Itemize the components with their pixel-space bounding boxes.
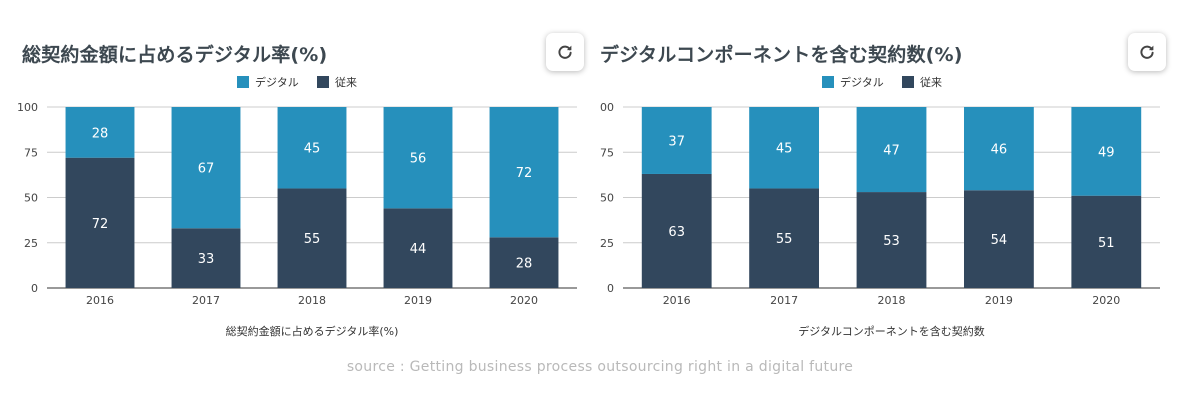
legend-label: 従来 xyxy=(920,76,942,89)
data-label: 55 xyxy=(776,232,793,247)
x-tick-label: 2016 xyxy=(86,294,114,307)
legend-swatch xyxy=(317,76,329,88)
bar-segment xyxy=(749,107,820,189)
bar-segment xyxy=(65,157,135,288)
bar-segment xyxy=(641,173,712,288)
x-axis-title: 総契約金額に占めるデジタル率(%) xyxy=(226,324,399,338)
bar-segment xyxy=(489,237,559,288)
refresh-icon xyxy=(558,45,572,59)
bar-segment xyxy=(749,188,820,288)
data-label: 63 xyxy=(668,225,685,240)
refresh-button[interactable] xyxy=(546,33,584,71)
x-tick-label: 2019 xyxy=(985,294,1013,307)
y-tick-label: 25 xyxy=(24,237,38,250)
y-tick-label: 75 xyxy=(600,146,614,159)
x-tick-label: 2020 xyxy=(1092,294,1120,307)
data-label: 67 xyxy=(198,162,215,177)
bar-segment xyxy=(1071,107,1142,196)
chart-title: 総契約金額に占めるデジタル率(%) xyxy=(22,44,328,66)
x-tick-label: 2018 xyxy=(298,294,326,307)
y-tick-label: 50 xyxy=(24,192,38,205)
x-tick-label: 2020 xyxy=(510,294,538,307)
legend-swatch xyxy=(237,76,249,88)
bar-segment xyxy=(383,107,453,209)
bar-segment xyxy=(277,188,347,288)
bar-segment xyxy=(277,107,347,189)
source-caption: source : Getting business process outsou… xyxy=(346,359,854,375)
bar-segment xyxy=(856,107,927,193)
legend-label: デジタル xyxy=(255,75,299,89)
data-label: 54 xyxy=(991,233,1008,248)
legend-label: 従来 xyxy=(335,76,357,89)
data-label: 33 xyxy=(198,252,215,267)
stacked-bar-chart: デジタル 従来 0 25 50 75 100 63 37 2016 55 45 2017 53 47 2018… xyxy=(600,75,1160,338)
x-tick-label: 2017 xyxy=(192,294,220,307)
stacked-bar-chart: デジタル 従来 0 25 50 75 100 72 28 2016 33 67 2017 55 45 2018… xyxy=(17,75,577,338)
x-tick-label: 2019 xyxy=(404,294,432,307)
data-label: 28 xyxy=(92,126,109,141)
data-label: 44 xyxy=(410,242,427,257)
x-axis-title: デジタルコンポーネントを含む契約数 xyxy=(798,324,985,338)
legend-swatch xyxy=(822,76,834,88)
data-label: 72 xyxy=(516,166,533,181)
chart-title: デジタルコンポーネントを含む契約数(%) xyxy=(600,44,963,66)
data-label: 45 xyxy=(304,142,321,157)
y-tick-label: 0 xyxy=(607,282,614,295)
y-tick-label: 50 xyxy=(600,192,614,205)
data-label: 53 xyxy=(883,234,900,249)
bar-segment xyxy=(963,107,1034,191)
x-tick-label: 2018 xyxy=(878,294,906,307)
data-label: 45 xyxy=(776,142,793,157)
bar-segment xyxy=(65,107,135,158)
x-tick-label: 2016 xyxy=(663,294,691,307)
data-label: 37 xyxy=(668,134,685,149)
x-tick-label: 2017 xyxy=(770,294,798,307)
bar-segment xyxy=(641,107,712,174)
data-label: 28 xyxy=(516,257,533,272)
data-label: 51 xyxy=(1098,236,1115,251)
data-label: 46 xyxy=(991,143,1008,158)
y-tick-label: 25 xyxy=(600,237,614,250)
refresh-button[interactable] xyxy=(1128,33,1166,71)
y-tick-label: 0 xyxy=(31,282,38,295)
y-tick-label: 100 xyxy=(600,101,614,114)
refresh-icon xyxy=(1140,45,1154,59)
y-tick-label: 75 xyxy=(24,146,38,159)
bar-segment xyxy=(489,107,559,238)
legend-label: デジタル xyxy=(840,75,884,89)
bar-segment xyxy=(856,192,927,288)
bar-segment xyxy=(1071,195,1142,288)
legend-swatch xyxy=(902,76,914,88)
y-tick-label: 100 xyxy=(17,101,38,114)
chart-panel-contract-value: 総契約金額に占めるデジタル率(%) デジタル 従来 0 25 50 75 100 72 28 20… xyxy=(0,0,600,350)
bar-segment xyxy=(963,190,1034,288)
bar-segment xyxy=(171,228,241,288)
data-label: 72 xyxy=(92,217,109,232)
data-label: 47 xyxy=(883,144,900,159)
bar-segment xyxy=(383,208,453,288)
data-label: 49 xyxy=(1098,145,1115,160)
data-label: 55 xyxy=(304,232,321,247)
data-label: 56 xyxy=(410,152,427,167)
bar-segment xyxy=(171,107,241,229)
chart-panel-digital-contracts: デジタルコンポーネントを含む契約数(%) デジタル 従来 0 25 50 75 100 63 3… xyxy=(600,0,1200,350)
